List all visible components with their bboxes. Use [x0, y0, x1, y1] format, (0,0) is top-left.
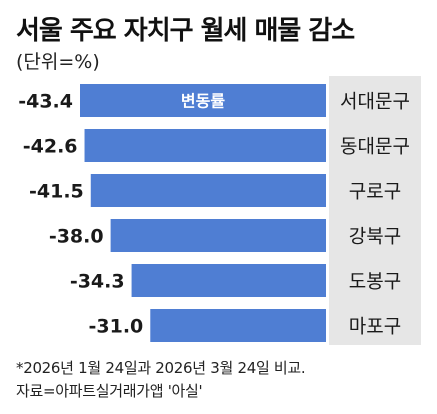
bar-마포구: [150, 309, 326, 342]
legend-label: 변동률: [181, 92, 225, 111]
bar-chart: -43.4 서대문구 -42.6 동대문구 -41.5 구로구 -38.0 강북구 -34.3 도…: [18, 76, 421, 345]
unit-label: (단위=%): [16, 51, 100, 73]
value-label: -41.5: [29, 181, 84, 203]
footnote-comparison-period: *2026년 1월 24일과 2026년 3월 24일 비교.: [16, 359, 306, 377]
bar-강북구: [110, 219, 326, 252]
category-label: 구로구: [349, 181, 401, 203]
category-label: 마포구: [349, 316, 401, 338]
bar-구로구: [90, 174, 326, 207]
category-label: 동대문구: [340, 136, 410, 158]
category-label: 서대문구: [340, 91, 410, 113]
value-label: -43.4: [18, 91, 73, 113]
bar-서대문구: [80, 84, 326, 117]
value-label: -34.3: [70, 271, 125, 293]
footnote-source: 자료=아파트실거래가앱 '아실': [16, 382, 203, 400]
value-label: -38.0: [49, 226, 104, 248]
bar-도봉구: [131, 264, 326, 297]
chart-title: 서울 주요 자치구 월세 매물 감소: [16, 16, 355, 46]
value-label: -31.0: [89, 316, 144, 338]
category-label: 강북구: [349, 226, 401, 248]
bar-동대문구: [84, 129, 326, 162]
category-label: 도봉구: [349, 271, 401, 293]
category-label-panel: [329, 76, 421, 345]
value-label: -42.6: [23, 136, 78, 158]
